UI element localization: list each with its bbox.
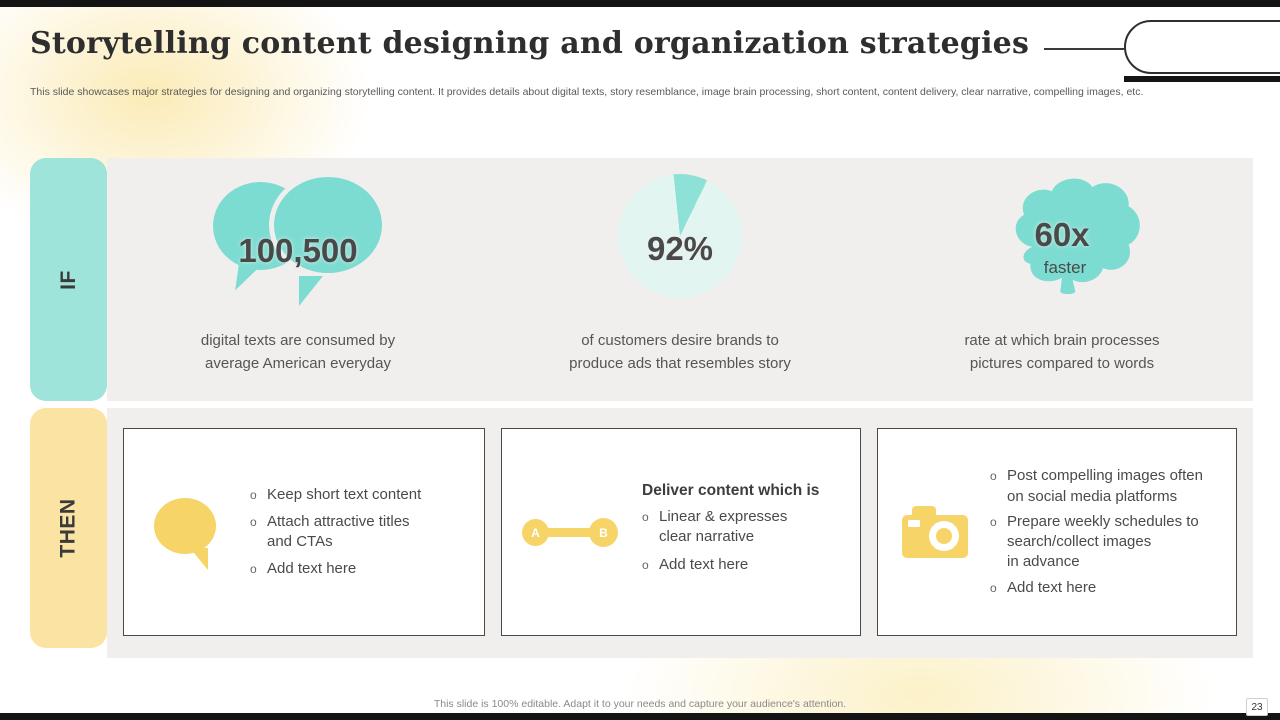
bullet-marker: o bbox=[250, 514, 257, 529]
card-heading: Deliver content which is bbox=[642, 482, 820, 500]
page-number: 23 bbox=[1246, 698, 1268, 716]
stat-value: 60x bbox=[1034, 216, 1090, 253]
camera-lens bbox=[929, 521, 959, 551]
title-connector-line bbox=[1044, 48, 1124, 50]
bullet-text: Prepare weekly schedules to search/colle… bbox=[1007, 512, 1199, 571]
card-body: o Keep short text content o Attach attra… bbox=[250, 478, 468, 587]
bullet-marker: o bbox=[250, 562, 257, 577]
if-row: IF 100,500 digital texts are consumed by… bbox=[30, 158, 1253, 401]
stat-brain-processing: 60x faster rate at which brain processes… bbox=[871, 158, 1253, 401]
speech-bubbles-icon bbox=[203, 168, 393, 318]
corner-tab-shape bbox=[1124, 20, 1280, 74]
speech-bubble-front bbox=[269, 172, 387, 278]
list-item: o Add text here bbox=[642, 555, 844, 575]
card-body: Deliver content which is o Linear & expr… bbox=[642, 482, 844, 582]
bullet-text: Linear & expresses clear narrative bbox=[659, 508, 788, 546]
stat-subvalue: faster bbox=[1043, 258, 1087, 277]
bullet-marker: o bbox=[642, 510, 649, 525]
key-link-label-b: B bbox=[599, 525, 608, 540]
stat-caption: of customers desire brands to produce ad… bbox=[569, 332, 791, 372]
bullet-text: Add text here bbox=[1007, 578, 1097, 596]
list-item: o Add text here bbox=[990, 578, 1220, 598]
bullet-marker: o bbox=[642, 557, 649, 572]
list-item: o Keep short text content bbox=[250, 485, 468, 505]
then-label-tab: THEN bbox=[30, 408, 107, 648]
stat-customers-desire: 92% of customers desire brands to produc… bbox=[489, 158, 871, 401]
card-short-content: o Keep short text content o Attach attra… bbox=[123, 428, 485, 636]
page-title: Storytelling content designing and organ… bbox=[30, 26, 1030, 61]
footer-note: This slide is 100% editable. Adapt it to… bbox=[433, 698, 847, 710]
bullet-text: Keep short text content bbox=[267, 485, 422, 503]
key-link-label-a: A bbox=[531, 525, 540, 540]
bottom-black-bar bbox=[0, 713, 1280, 720]
then-panel: o Keep short text content o Attach attra… bbox=[107, 408, 1253, 658]
bullet-marker: o bbox=[990, 580, 997, 595]
top-black-bar bbox=[0, 0, 1280, 7]
slide-description: This slide showcases major strategies fo… bbox=[30, 86, 1144, 98]
bullet-text: Post compelling images often on social m… bbox=[1007, 467, 1203, 505]
list-item: o Linear & expresses clear narrative bbox=[642, 507, 844, 548]
chat-bubble-icon bbox=[154, 494, 224, 570]
if-label-tab: IF bbox=[30, 158, 107, 401]
chat-bubble-tail bbox=[190, 548, 208, 570]
camera-icon bbox=[902, 506, 968, 558]
then-row: THEN o Keep short text content o Attach … bbox=[30, 408, 1253, 658]
if-label: IF bbox=[56, 269, 80, 290]
speech-bubble-front-tail bbox=[299, 276, 323, 306]
list-item: o Prepare weekly schedules to search/col… bbox=[990, 512, 1220, 573]
stat-digital-texts: 100,500 digital texts are consumed by av… bbox=[107, 158, 489, 401]
if-panel: 100,500 digital texts are consumed by av… bbox=[107, 158, 1253, 401]
pie-chart-icon bbox=[618, 174, 742, 298]
card-compelling-images: o Post compelling images often on social… bbox=[877, 428, 1237, 636]
stat-value: 100,500 bbox=[238, 232, 358, 269]
key-link-icon: A B bbox=[522, 516, 618, 548]
brain-icon bbox=[1015, 178, 1140, 294]
bullet-marker: o bbox=[990, 469, 997, 484]
stat-caption: digital texts are consumed by average Am… bbox=[200, 332, 396, 372]
list-item: o Post compelling images often on social… bbox=[990, 466, 1220, 507]
camera-lens-inner bbox=[936, 528, 952, 544]
bullet-marker: o bbox=[990, 514, 997, 529]
list-item: o Add text here bbox=[250, 559, 468, 579]
then-label: THEN bbox=[56, 498, 80, 558]
bullet-text: Add text here bbox=[267, 560, 357, 578]
corner-underline bbox=[1124, 76, 1280, 82]
bullet-text: Attach attractive titles and CTAs bbox=[267, 512, 410, 550]
key-link-node-a: A bbox=[522, 519, 549, 546]
card-body: o Post compelling images often on social… bbox=[990, 461, 1220, 603]
chat-bubble-body bbox=[154, 498, 216, 554]
bullet-text: Add text here bbox=[659, 555, 749, 573]
stat-value: 92% bbox=[646, 230, 714, 267]
card-content-delivery: A B Deliver content which is o Linear & … bbox=[501, 428, 861, 636]
key-link-node-b: B bbox=[589, 518, 618, 547]
camera-flash bbox=[908, 520, 920, 527]
list-item: o Attach attractive titles and CTAs bbox=[250, 512, 468, 553]
stat-caption: rate at which brain processes pictures c… bbox=[964, 332, 1160, 372]
bullet-marker: o bbox=[250, 487, 257, 502]
key-link-bar bbox=[534, 528, 606, 537]
